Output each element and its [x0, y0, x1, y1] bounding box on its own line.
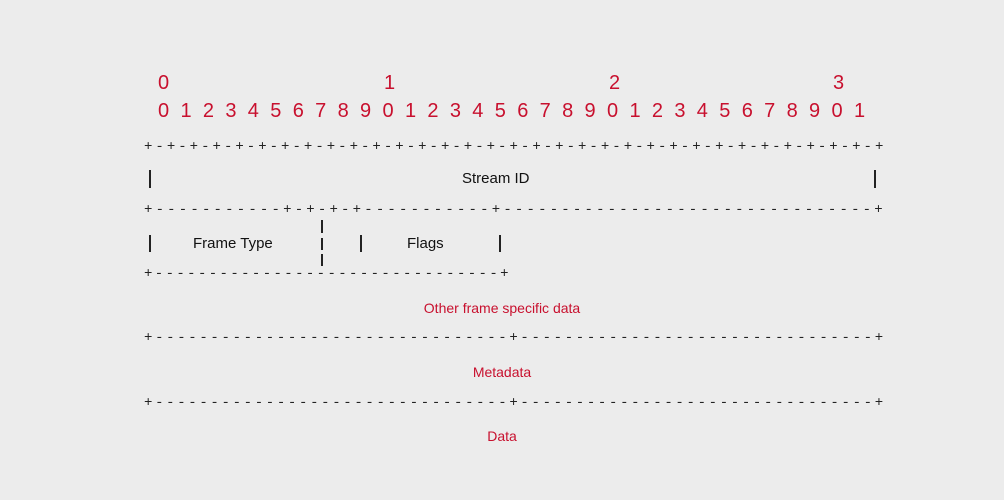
units-digit: 0 — [158, 100, 170, 122]
units-digit: 6 — [517, 100, 529, 122]
flags-field: Flags — [407, 235, 444, 252]
units-digit: 7 — [315, 100, 327, 122]
units-digit: 3 — [674, 100, 686, 122]
units-digit: 8 — [786, 100, 798, 122]
stream-id-field: Stream ID — [462, 170, 530, 187]
data-label: Data — [487, 428, 517, 444]
units-digit: 8 — [337, 100, 349, 122]
tens-digit: 2 — [609, 72, 621, 94]
flags-left-border — [360, 235, 362, 252]
frame-type-left-border — [149, 235, 151, 252]
units-digit: 4 — [472, 100, 484, 122]
bit-tens-row: 0 1 2 3 — [158, 72, 844, 187]
units-digit: 1 — [180, 100, 192, 122]
units-digit: 1 — [629, 100, 641, 122]
stream-id-right-border — [874, 170, 876, 188]
units-digit: 2 — [202, 100, 215, 122]
metadata-bottom-border: +--------------------------------+------… — [144, 395, 886, 411]
tens-digit: 1 — [384, 72, 396, 94]
flags-right-border — [499, 235, 501, 252]
other-frame-data-label: Other frame specific data — [423, 300, 581, 316]
units-digit: 9 — [584, 100, 596, 122]
metadata-label: Metadata — [472, 364, 532, 380]
units-digit: 9 — [360, 100, 372, 122]
stream-id-bottom-border: +-----------+-+-+-+-----------+---------… — [144, 202, 886, 218]
units-digit: 3 — [225, 100, 237, 122]
frame-type-bottom-border: +--------------------------------+ — [144, 266, 511, 282]
tens-digit: 0 — [158, 72, 170, 94]
units-digit: 5 — [719, 100, 731, 122]
units-digit: 8 — [562, 100, 574, 122]
units-digit: 6 — [292, 100, 304, 122]
stream-id-left-border — [149, 170, 151, 188]
units-digit: 5 — [494, 100, 506, 122]
units-digit: 6 — [741, 100, 753, 122]
units-digit: 1 — [853, 100, 866, 122]
frame-type-field: Frame Type — [193, 235, 273, 252]
units-digit: 5 — [270, 100, 282, 122]
units-digit: 9 — [809, 100, 821, 122]
units-digit: 3 — [449, 100, 461, 122]
units-digit: 2 — [427, 100, 439, 122]
units-digit: 7 — [539, 100, 551, 122]
top-border: +-+-+-+-+-+-+-+-+-+-+-+-+-+-+-+-+-+-+-+-… — [144, 139, 887, 155]
units-digit: 1 — [404, 100, 417, 122]
units-digit: 2 — [651, 100, 664, 122]
frame-type-divider-bottom — [321, 254, 323, 266]
units-digit: 4 — [247, 100, 259, 122]
frame-type-divider-top — [321, 220, 323, 233]
other-data-bottom-border: +--------------------------------+------… — [144, 330, 886, 346]
units-digit: 7 — [764, 100, 776, 122]
units-digit: 4 — [696, 100, 708, 122]
units-digit: 0 — [607, 100, 619, 122]
units-digit: 0 — [831, 100, 843, 122]
frame-type-divider-mid — [321, 238, 323, 250]
tens-digit: 3 — [833, 72, 845, 94]
units-digit: 0 — [382, 100, 394, 122]
